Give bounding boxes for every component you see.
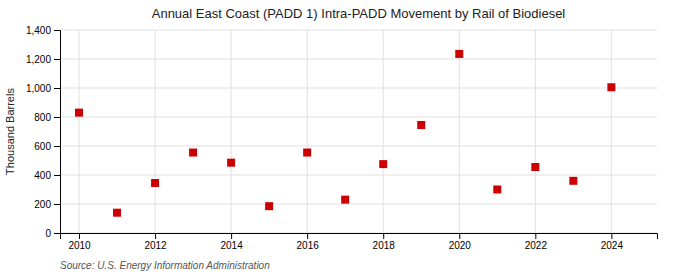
- x-tick-label: 2020: [449, 240, 472, 251]
- grid-line-y: [60, 59, 657, 60]
- grid-line-x: [307, 30, 308, 233]
- point: [341, 196, 349, 204]
- grid-line-y: [60, 30, 657, 31]
- y-tick-mark: [54, 59, 60, 60]
- x-axis-line: [61, 234, 658, 240]
- y-tick: 600: [34, 141, 60, 152]
- grid-line-x: [79, 30, 80, 233]
- x-tick-label: 2024: [601, 240, 624, 251]
- grid-line-y: [60, 88, 657, 89]
- y-tick-mark: [54, 30, 60, 31]
- y-tick: 1,000: [26, 83, 60, 94]
- title: Annual East Coast (PADD 1) Intra-PADD Mo…: [152, 6, 566, 21]
- point: [569, 177, 577, 185]
- y-tick-mark: [54, 175, 60, 176]
- y-tick-label: 800: [34, 112, 51, 123]
- x-tick: 2012: [144, 233, 167, 251]
- x-tick-label: 2018: [373, 240, 396, 251]
- y-tick: 1,400: [26, 25, 60, 36]
- point: [151, 179, 159, 187]
- source: Source: U.S. Energy Information Administ…: [60, 260, 270, 271]
- x-tick: 2018: [373, 233, 396, 251]
- x-tick-mark: [307, 233, 308, 239]
- grid-line-x: [231, 30, 232, 233]
- point: [303, 149, 311, 157]
- point: [531, 163, 539, 171]
- point: [417, 121, 425, 129]
- y-axis-line: [54, 31, 61, 234]
- point: [227, 159, 235, 167]
- x-tick-mark: [383, 233, 384, 239]
- x-tick-label: 2012: [144, 240, 167, 251]
- y-tick-mark: [54, 204, 60, 205]
- point: [75, 109, 83, 117]
- x-tick: 2020: [449, 233, 472, 251]
- x-tick: 2014: [220, 233, 243, 251]
- y-tick-label: 600: [34, 141, 51, 152]
- x-tick-label: 2014: [220, 240, 243, 251]
- y-tick: 1,200: [26, 54, 60, 65]
- grid-line-y: [60, 117, 657, 118]
- x-tick-label: 2016: [297, 240, 320, 251]
- y-tick-label: 1,400: [26, 25, 51, 36]
- grid-line-x: [383, 30, 384, 233]
- x-tick: 2016: [297, 233, 320, 251]
- x-tick-mark: [231, 233, 232, 239]
- y-axis: 0 200 400 600 800 1,000 1,200 1,400: [26, 25, 61, 239]
- x-tick-mark: [155, 233, 156, 239]
- grid-line-y: [60, 146, 657, 147]
- point: [493, 186, 501, 194]
- y-tick-mark: [54, 88, 60, 89]
- x-tick: 2024: [601, 233, 624, 251]
- grid-line-y: [60, 204, 657, 205]
- chart: 2010 2012 2014 2016 2018 2020 2022 2024 0 200 400 6…: [0, 0, 675, 275]
- point: [455, 50, 463, 58]
- point: [113, 209, 121, 217]
- y-tick: 0: [45, 228, 60, 239]
- x-tick-label: 2022: [525, 240, 548, 251]
- y-tick: 400: [34, 170, 60, 181]
- x-tick-mark: [535, 233, 536, 239]
- y-tick-label: 1,200: [26, 54, 51, 65]
- point: [607, 83, 615, 91]
- point: [265, 202, 273, 210]
- y-tick: 800: [34, 112, 60, 123]
- y-tick-label: 0: [45, 228, 51, 239]
- x-tick-label: 2010: [68, 240, 91, 251]
- y-tick-label: 200: [34, 199, 51, 210]
- plot: 2010 2012 2014 2016 2018 2020 2022 2024 0 200 400 6…: [26, 25, 658, 251]
- y-tick-label: 400: [34, 170, 51, 181]
- x-tick: 2022: [525, 233, 548, 251]
- x-tick-mark: [459, 233, 460, 239]
- grid-line-y: [60, 175, 657, 176]
- y-tick: 200: [34, 199, 60, 210]
- y-tick-mark: [54, 233, 60, 234]
- grid-line-x: [535, 30, 536, 233]
- y-tick-mark: [54, 146, 60, 147]
- x-tick-mark: [611, 233, 612, 239]
- y-tick-mark: [54, 117, 60, 118]
- grid-line-x: [155, 30, 156, 233]
- y-tick-label: 1,000: [26, 83, 51, 94]
- grid-line-x: [459, 30, 460, 233]
- point: [379, 160, 387, 168]
- x-axis: 2010 2012 2014 2016 2018 2020 2022 2024: [61, 233, 658, 251]
- grid: [60, 30, 657, 233]
- x-tick: 2010: [68, 233, 91, 251]
- point: [189, 149, 197, 157]
- points: [75, 50, 615, 217]
- grid-line-x: [611, 30, 612, 233]
- x-tick-mark: [79, 233, 80, 239]
- y-axis-title: Thousand Barrels: [4, 88, 16, 175]
